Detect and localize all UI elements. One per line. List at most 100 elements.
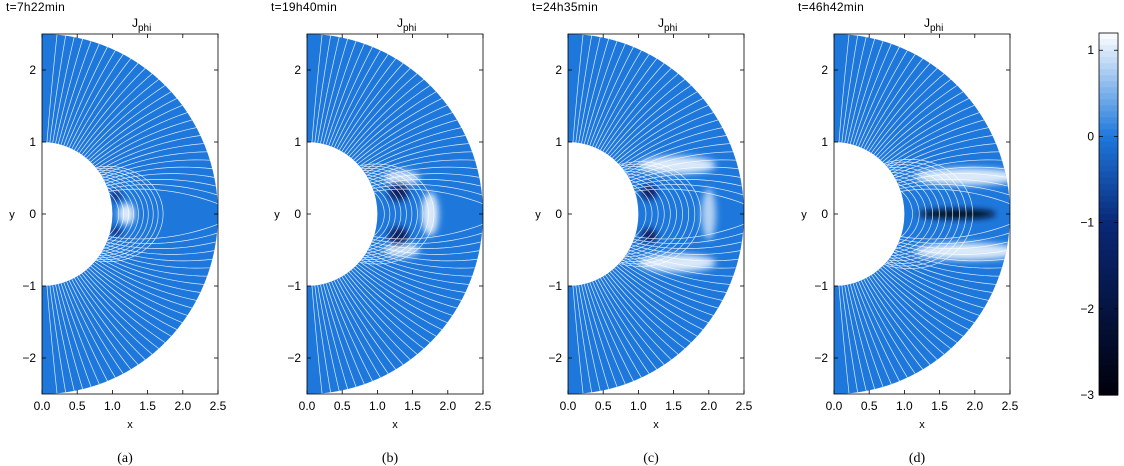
field-line-closed xyxy=(96,167,159,261)
y-tick-label: 0 xyxy=(555,207,562,221)
field-line xyxy=(322,283,359,394)
field-line-closed xyxy=(105,182,129,246)
colorbar-step xyxy=(1099,298,1118,306)
colorbar-step xyxy=(1099,117,1118,125)
field-line xyxy=(68,280,128,380)
colorbar-step xyxy=(1099,280,1118,287)
field-line xyxy=(311,34,324,143)
x-tick-label: 0.0 xyxy=(299,399,316,413)
field-line xyxy=(79,274,158,360)
field-line xyxy=(66,44,120,147)
x-tick-label: 1.5 xyxy=(404,399,421,413)
colorbar-step xyxy=(1099,352,1118,360)
field-line-closed xyxy=(630,179,659,249)
field-line xyxy=(852,283,895,391)
colorbar-step xyxy=(1099,159,1118,167)
field-line xyxy=(105,173,218,184)
field-line-closed xyxy=(632,184,653,244)
x-tick-label: 1.5 xyxy=(665,399,682,413)
field-line xyxy=(633,184,744,198)
colorbar-step xyxy=(1099,33,1118,40)
field-line xyxy=(860,48,920,148)
field-line xyxy=(353,94,449,161)
field-line xyxy=(628,159,744,179)
field-line xyxy=(57,283,94,394)
field-line xyxy=(79,68,158,154)
colorbar-step xyxy=(1099,195,1118,203)
field-line xyxy=(896,166,1010,181)
field-line xyxy=(322,34,359,145)
field-line xyxy=(880,94,976,161)
y-tick-label: 0 xyxy=(821,207,828,221)
field-line xyxy=(372,230,483,244)
field-line xyxy=(849,34,886,145)
colorbar-step xyxy=(1099,286,1118,294)
field-line-closed xyxy=(900,190,913,238)
field-line-closed xyxy=(361,168,424,260)
current-feature xyxy=(914,167,1010,186)
field-line xyxy=(333,48,393,148)
x-axis-label: x xyxy=(919,419,925,431)
field-line xyxy=(92,109,195,165)
y-tick-label: 2 xyxy=(294,63,301,77)
field-line xyxy=(101,252,215,277)
field-line xyxy=(60,283,103,391)
field-line-closed xyxy=(886,164,960,264)
field-line xyxy=(105,244,218,255)
field-line xyxy=(884,109,987,165)
current-density-field xyxy=(42,34,218,394)
x-tick-label: 0.0 xyxy=(34,399,51,413)
field-line xyxy=(631,244,744,255)
y-axis-label: y xyxy=(801,209,807,221)
field-line xyxy=(900,188,1010,207)
field-lines xyxy=(838,34,1010,394)
field-lines xyxy=(311,34,483,394)
field-line xyxy=(357,263,460,319)
field-line xyxy=(600,277,670,371)
field-line xyxy=(366,151,480,176)
field-line xyxy=(884,263,987,319)
field-line xyxy=(602,62,677,152)
x-axis-label: x xyxy=(127,419,133,431)
colorbar-tick-label: 1 xyxy=(1087,43,1094,57)
time-label: t=19h40min xyxy=(271,0,337,14)
field-line xyxy=(336,279,401,376)
field-line xyxy=(583,34,620,145)
field-line xyxy=(863,52,928,149)
field-line xyxy=(46,34,59,143)
colorbar-step xyxy=(1099,201,1118,209)
colorbar-step xyxy=(1099,250,1118,257)
field-line xyxy=(101,151,215,176)
field-line xyxy=(597,52,662,149)
colorbar-step xyxy=(1099,51,1118,58)
field-line xyxy=(331,44,385,147)
field-line xyxy=(572,285,585,394)
field-line xyxy=(873,273,957,354)
colorbar-step xyxy=(1099,226,1118,233)
field-line xyxy=(625,254,738,286)
field-line-closed xyxy=(619,161,702,267)
field-line xyxy=(632,239,744,249)
y-tick-label: −1 xyxy=(22,279,36,293)
colorbar-step xyxy=(1099,105,1118,113)
field-line xyxy=(320,34,351,144)
field-background xyxy=(568,34,744,394)
field-line xyxy=(627,151,741,176)
field-line xyxy=(371,179,483,189)
y-tick-label: 1 xyxy=(821,135,828,149)
field-line xyxy=(592,281,646,384)
x-tick-label: 1.5 xyxy=(931,399,948,413)
field-line xyxy=(868,62,943,152)
field-line xyxy=(863,279,928,376)
colorbar-step xyxy=(1099,310,1118,318)
panel-caption: (b) xyxy=(382,451,399,466)
colorbar-step xyxy=(1099,232,1118,239)
colorbar-step xyxy=(1099,63,1118,70)
field-line xyxy=(373,188,483,207)
field-line xyxy=(841,285,860,394)
field-line xyxy=(94,117,200,167)
field-line xyxy=(76,62,151,152)
field-line-closed xyxy=(895,178,927,250)
panel-caption: (d) xyxy=(909,451,926,466)
field-line xyxy=(341,276,416,366)
